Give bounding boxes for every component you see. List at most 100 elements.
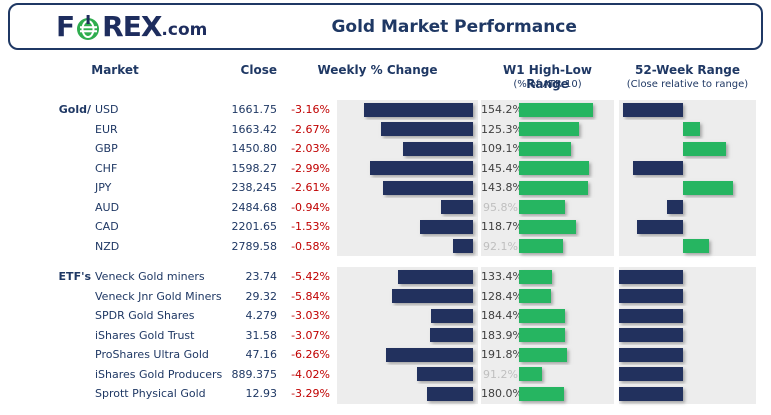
w1-range-value: 133.4% [481, 270, 523, 283]
table-row: SPDR Gold Shares 4.279 -3.03% 184.4% [0, 306, 771, 326]
range52-bar [618, 269, 683, 284]
w1-range-value: 125.3% [481, 122, 523, 136]
table-row: iShares Gold Trust 31.58 -3.07% 183.9% [0, 325, 771, 345]
market-name: Veneck Gold miners [95, 270, 205, 284]
w1-range-value: 143.8% [481, 181, 523, 194]
range52-bar [637, 219, 683, 234]
range52-bar-panel [619, 178, 756, 198]
weekly-change-bar-panel [337, 306, 478, 326]
market-name: Sprott Physical Gold [95, 387, 206, 401]
weekly-change-bar-panel [337, 286, 478, 306]
weekly-change-bar [380, 122, 473, 136]
weekly-change-bar-panel [337, 139, 478, 159]
close-value: 2484.68 [231, 200, 278, 214]
col-header-close: Close [240, 63, 277, 77]
w1-range-value: 183.9% [481, 328, 523, 342]
weekly-change-bar-panel [337, 100, 478, 120]
close-value: 12.93 [245, 387, 278, 401]
range52-bar [618, 367, 683, 381]
weekly-change-bar-panel [337, 345, 478, 365]
range52-bar [666, 200, 683, 214]
weekly-change-bar-panel [337, 178, 478, 198]
weekly-change-value: -6.26% [291, 348, 330, 362]
table-row: Sprott Physical Gold 12.93 -3.29% 180.0% [0, 384, 771, 404]
range52-bar-panel [619, 158, 756, 178]
weekly-change-bar-panel [337, 119, 478, 139]
w1-range-bar-panel: 143.8% [481, 178, 614, 198]
table-row: AUD 2484.68 -0.94% 95.8% [0, 197, 771, 217]
weekly-change-bar [364, 102, 473, 117]
range52-bar-panel [619, 139, 756, 159]
performance-table: Gold/USD 1661.75 -3.16% 154.2% EUR 1663.42 -2.… [0, 100, 771, 404]
weekly-change-value: -0.58% [291, 239, 330, 253]
w1-range-bar [519, 200, 565, 214]
market-name: ProShares Ultra Gold [95, 348, 209, 362]
close-value: 1598.27 [231, 161, 278, 175]
market-name: EUR [95, 122, 118, 136]
range52-bar [683, 180, 733, 195]
weekly-change-bar [397, 269, 473, 284]
weekly-change-bar [430, 308, 473, 323]
market-name: AUD [95, 200, 120, 214]
range52-bar [683, 239, 709, 253]
weekly-change-bar [391, 289, 473, 303]
header-banner: F REX .com Gold Market Performance [8, 3, 763, 50]
weekly-change-value: -2.03% [291, 142, 330, 156]
table-row: Gold/USD 1661.75 -3.16% 154.2% [0, 100, 771, 120]
range52-bar-panel [618, 286, 756, 306]
close-value: 238,245 [231, 181, 278, 195]
w1-range-bar [519, 219, 576, 234]
section-etfs: ETF's Veneck Gold miners 23.74 -5.42% 133.4%… [0, 267, 771, 404]
range52-bar-panel [618, 364, 756, 384]
range52-bar-panel [618, 345, 756, 365]
table-row: GBP 1450.80 -2.03% 109.1% [0, 139, 771, 159]
w1-range-bar [519, 180, 588, 195]
weekly-change-value: -3.03% [291, 309, 330, 323]
weekly-change-value: -2.61% [291, 181, 330, 195]
w1-range-bar-panel: 109.1% [481, 139, 614, 159]
range52-bar [683, 141, 726, 156]
range52-bar-panel [618, 306, 756, 326]
w1-range-value: 118.7% [481, 220, 523, 233]
w1-range-value: 145.4% [481, 161, 523, 175]
col-header-market: Market [91, 63, 139, 77]
w1-range-bar [519, 367, 542, 381]
w1-range-bar [519, 269, 553, 284]
weekly-change-bar [383, 180, 473, 195]
col-header-52week: 52-Week Range [635, 63, 740, 77]
close-value: 1450.80 [231, 142, 278, 156]
market-name: USD [95, 103, 119, 117]
table-row: CAD 2201.65 -1.53% 118.7% [0, 217, 771, 237]
range52-bar [618, 386, 683, 401]
range52-bar-panel [618, 325, 756, 345]
range52-bar-panel [618, 267, 756, 287]
close-value: 29.32 [245, 289, 278, 303]
col-subheader-52week: (Close relative to range) [626, 79, 749, 90]
w1-range-value: 92.1% [483, 239, 518, 253]
weekly-change-value: -0.94% [291, 200, 330, 214]
range52-bar-panel [618, 384, 756, 404]
weekly-change-bar [440, 200, 473, 214]
close-value: 31.58 [245, 328, 278, 342]
table-row: JPY 238,245 -2.61% 143.8% [0, 178, 771, 198]
section-gap [0, 256, 771, 267]
col-header-weekly: Weekly % Change [317, 63, 438, 77]
weekly-change-bar [420, 219, 473, 234]
weekly-change-value: -3.16% [291, 103, 330, 117]
market-name: CHF [95, 161, 118, 175]
market-name: iShares Gold Trust [95, 328, 195, 342]
w1-range-bar [519, 102, 593, 117]
range52-bar-panel [619, 236, 756, 256]
w1-range-bar-panel: 95.8% [481, 197, 614, 217]
weekly-change-bar-panel [337, 236, 478, 256]
market-name: SPDR Gold Shares [95, 309, 195, 323]
weekly-change-value: -3.29% [291, 387, 330, 401]
group-label: ETF's [58, 270, 91, 284]
w1-range-bar-panel: 91.2% [481, 364, 614, 384]
w1-range-bar-panel: 180.0% [481, 384, 614, 404]
col-subheader-w1-atr: (% of ATR 10) [513, 79, 582, 90]
weekly-change-value: -2.67% [291, 122, 330, 136]
table-row: EUR 1663.42 -2.67% 125.3% [0, 119, 771, 139]
range52-bar-panel [619, 217, 756, 237]
w1-range-bar [519, 122, 580, 136]
